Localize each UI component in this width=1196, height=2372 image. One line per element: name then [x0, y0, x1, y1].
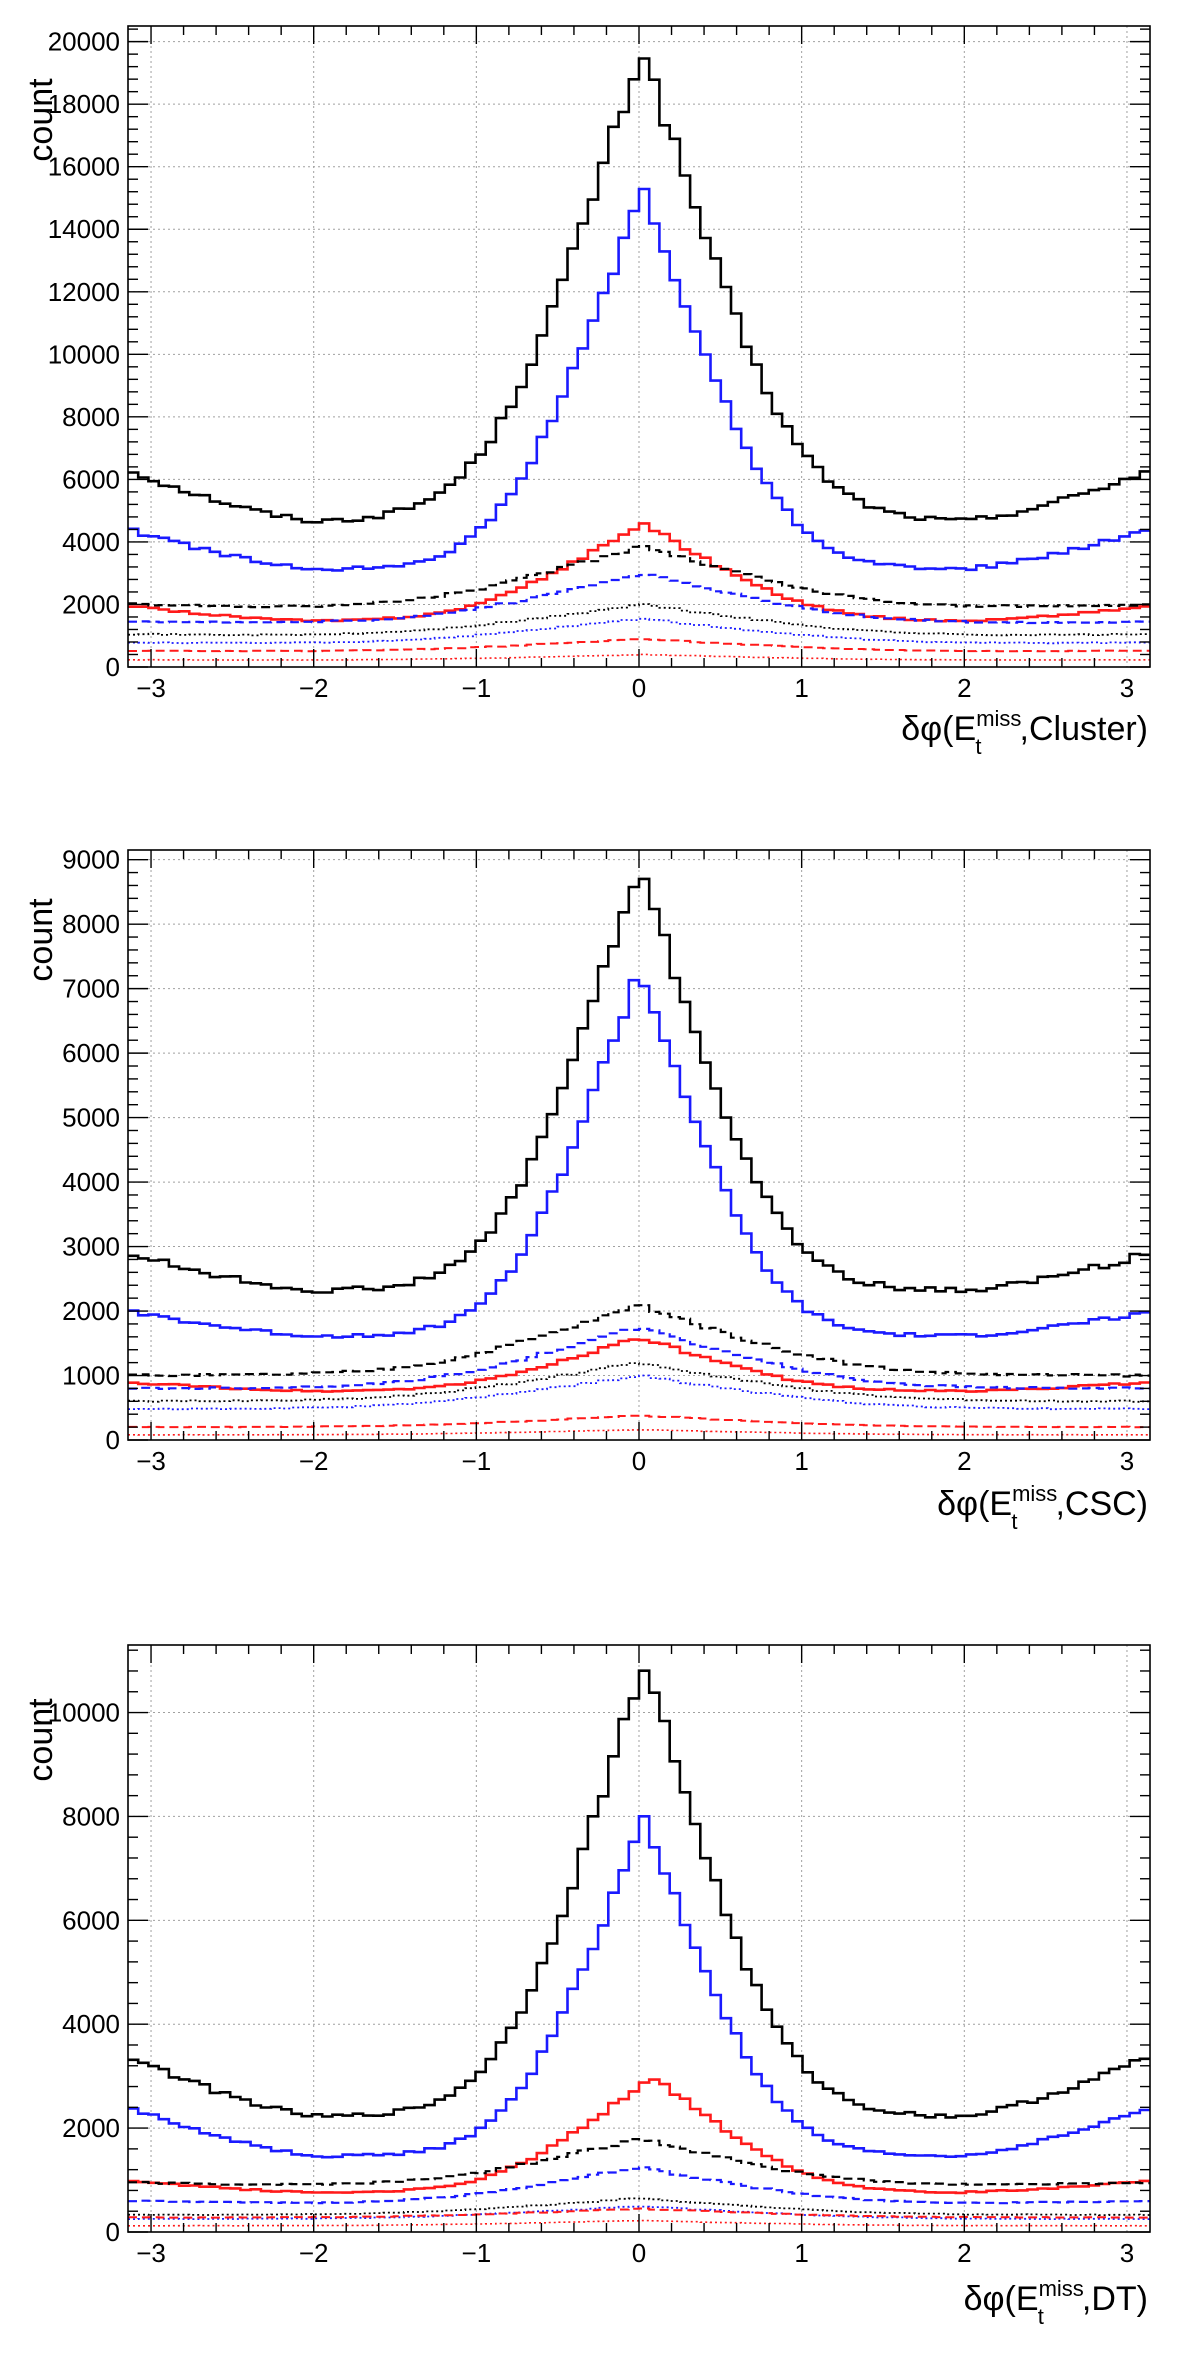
x-axis-title: δφ(Emiss t ,DT) [964, 2276, 1148, 2329]
y-tick-label: 4000 [62, 527, 120, 557]
histogram-series-1 [128, 1669, 1150, 2119]
x-tick-label: 0 [632, 673, 646, 703]
y-tick-label: 0 [106, 652, 120, 682]
x-tick-label: −2 [299, 1446, 329, 1476]
x-tick-label: 3 [1120, 2238, 1134, 2268]
x-tick-label: 1 [794, 2238, 808, 2268]
histogram-series-2 [128, 187, 1150, 572]
y-tick-label: 14000 [48, 214, 120, 244]
x-tick-label: 1 [794, 673, 808, 703]
y-tick-label: 12000 [48, 277, 120, 307]
histogram-series-3 [128, 2078, 1150, 2195]
y-tick-label: 4000 [62, 1167, 120, 1197]
y-axis-title: count [22, 1698, 60, 1782]
histogram-series-9 [128, 2219, 1150, 2227]
histogram-series-4 [128, 1304, 1150, 1378]
x-tick-label: −2 [299, 2238, 329, 2268]
histogram-series-5 [128, 2166, 1150, 2205]
y-tick-label: 0 [106, 1425, 120, 1455]
x-axis-title-suffix: ,DT) [1082, 2280, 1148, 2318]
y-axis-title: count [22, 78, 60, 162]
x-axis-title-sub: t [1011, 1509, 1017, 1534]
histogram-series-6 [128, 2197, 1150, 2216]
histogram-series-7 [128, 617, 1150, 645]
y-tick-label: 4000 [62, 2009, 120, 2039]
histogram-series-8 [128, 638, 1150, 653]
histogram-series-2 [128, 978, 1150, 1339]
x-axis-title: δφ(Emiss t ,CSC) [937, 1481, 1148, 1534]
x-tick-label: −2 [299, 673, 329, 703]
x-tick-label: 3 [1120, 1446, 1134, 1476]
y-tick-label: 6000 [62, 464, 120, 494]
y-tick-label: 2000 [62, 1296, 120, 1326]
y-tick-label: 10000 [48, 1698, 120, 1728]
x-tick-label: 1 [794, 1446, 808, 1476]
histogram-series-6 [128, 603, 1150, 637]
y-tick-label: 6000 [62, 1905, 120, 1935]
histogram-series-4 [128, 2138, 1150, 2186]
y-tick-label: 3000 [62, 1232, 120, 1262]
histogram-series-1 [128, 877, 1150, 1294]
x-axis-title-sup: miss [1012, 1481, 1057, 1506]
x-tick-label: −1 [462, 2238, 492, 2268]
x-axis-title-suffix: ,Cluster) [1020, 710, 1148, 748]
histogram-series-3 [128, 522, 1150, 623]
x-tick-label: 3 [1120, 673, 1134, 703]
x-axis-title: δφ(Emiss t ,Cluster) [901, 706, 1148, 759]
histogram-series-5 [128, 1327, 1150, 1390]
histogram-series-3 [128, 1338, 1150, 1393]
histogram-series-5 [128, 573, 1150, 625]
y-tick-label: 18000 [48, 89, 120, 119]
x-axis-title-prefix: δφ(E [964, 2280, 1039, 2318]
y-tick-label: 5000 [62, 1103, 120, 1133]
y-tick-label: 8000 [62, 1801, 120, 1831]
x-tick-label: 2 [957, 1446, 971, 1476]
plot-frame [127, 1644, 1151, 2233]
chart-panel-2: −3 −2 −1 0 1 2 3 0 1000 2000 3000 4000 5000 6000 7000 8… [22, 845, 1151, 1534]
x-tick-label: −1 [462, 1446, 492, 1476]
y-tick-label: 8000 [62, 402, 120, 432]
y-axis-title: count [22, 898, 60, 982]
histogram-series-7 [128, 1374, 1150, 1411]
y-tick-label: 9000 [62, 845, 120, 875]
y-tick-label: 7000 [62, 974, 120, 1004]
x-tick-label: 0 [632, 1446, 646, 1476]
histogram-series-8 [128, 2207, 1150, 2219]
y-tick-label: 1000 [62, 1361, 120, 1391]
y-tick-label: 16000 [48, 152, 120, 182]
histogram-series-4 [128, 545, 1150, 609]
histogram-series-9 [128, 1429, 1150, 1436]
histogram-series-1 [128, 57, 1150, 524]
histogram-series-7 [128, 2205, 1150, 2220]
y-tick-label: 0 [106, 2217, 120, 2247]
chart-panel-1: −3 −2 −1 0 1 2 3 0 2000 4000 6000 8000 10000 12000 140… [22, 25, 1151, 759]
histogram-series-6 [128, 1362, 1150, 1403]
x-tick-label: −3 [136, 2238, 166, 2268]
y-tick-label: 10000 [48, 339, 120, 369]
y-tick-label: 20000 [48, 27, 120, 57]
y-tick-label: 6000 [62, 1038, 120, 1068]
histogram-series-9 [128, 653, 1150, 661]
x-tick-label: 2 [957, 673, 971, 703]
x-tick-label: −3 [136, 1446, 166, 1476]
y-tick-label: 2000 [62, 2113, 120, 2143]
x-axis-title-prefix: δφ(E [901, 710, 976, 748]
x-axis-title-sup: miss [976, 706, 1021, 731]
x-axis-title-prefix: δφ(E [937, 1485, 1012, 1523]
x-axis-title-sup: miss [1039, 2276, 1084, 2301]
x-tick-label: −3 [136, 673, 166, 703]
histogram-series-2 [128, 1815, 1150, 2159]
x-tick-label: −1 [462, 673, 492, 703]
x-axis-title-suffix: ,CSC) [1055, 1485, 1148, 1523]
y-tick-label: 8000 [62, 909, 120, 939]
x-tick-label: 0 [632, 2238, 646, 2268]
x-axis-title-sub: t [975, 734, 981, 759]
x-tick-label: 2 [957, 2238, 971, 2268]
x-axis-title-sub: t [1038, 2304, 1044, 2329]
y-tick-label: 2000 [62, 589, 120, 619]
